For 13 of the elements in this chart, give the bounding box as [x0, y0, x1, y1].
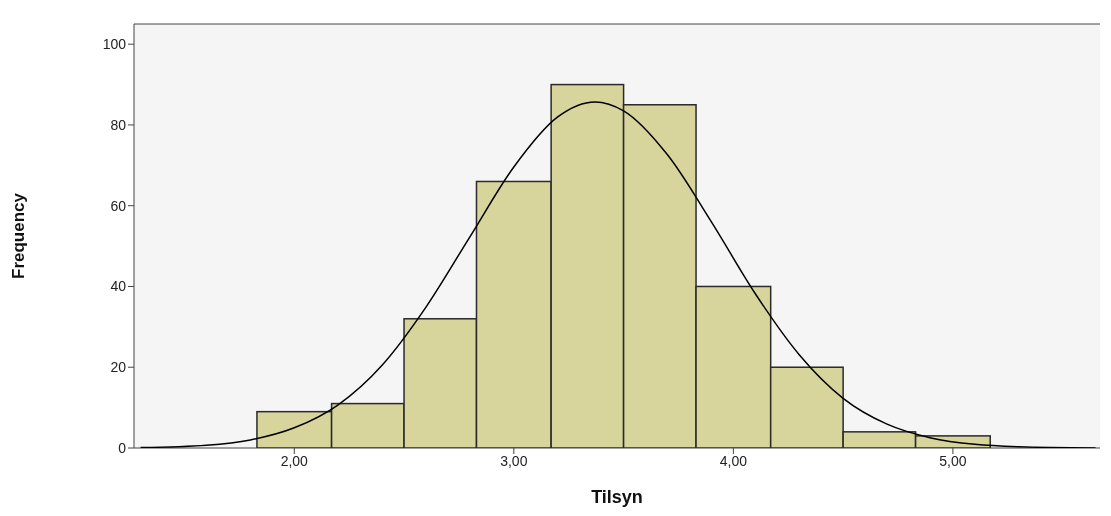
- y-axis-title: Frequency: [9, 192, 29, 279]
- x-tick-label: 5,00: [939, 452, 967, 469]
- x-tick-label: 4,00: [719, 452, 748, 469]
- y-tick-label: 60: [110, 197, 127, 214]
- y-tick-label: 40: [110, 278, 127, 295]
- x-tick-label: 2,00: [280, 452, 309, 469]
- y-tick-label: 0: [118, 439, 127, 456]
- line-series: [139, 101, 1097, 448]
- x-axis-title: Tilsyn: [591, 487, 643, 507]
- y-tick-label: 20: [110, 359, 127, 376]
- y-tick-label: 80: [110, 116, 127, 133]
- y-tick-label: 100: [102, 36, 127, 53]
- x-tick-label: 3,00: [500, 452, 528, 469]
